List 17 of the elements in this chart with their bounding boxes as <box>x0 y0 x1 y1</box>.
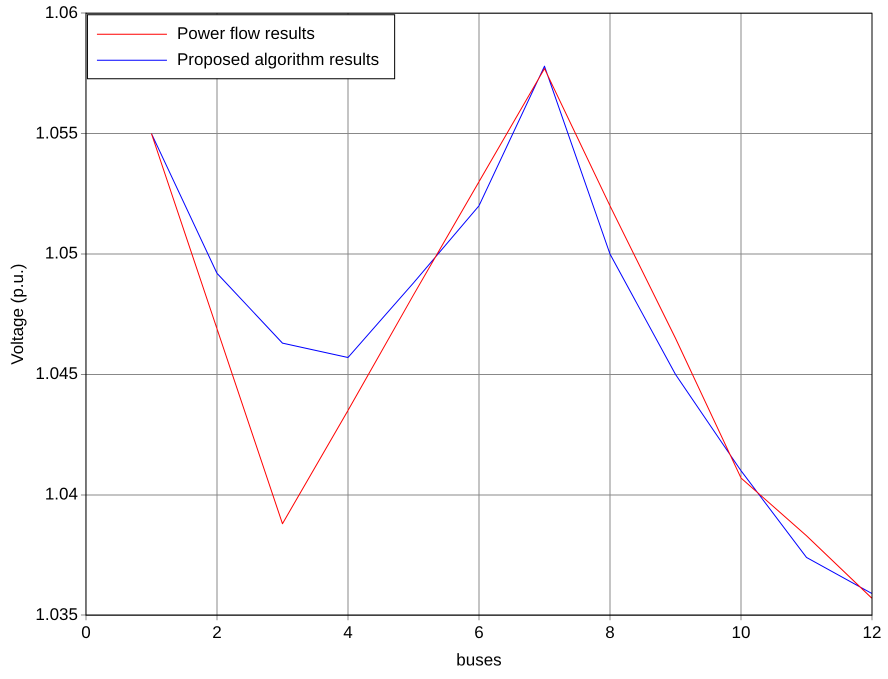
y-axis-title: Voltage (p.u.) <box>8 264 27 365</box>
x-axis-title: buses <box>456 650 502 670</box>
x-tick-label: 8 <box>605 623 615 642</box>
x-tick-label: 10 <box>732 623 750 642</box>
y-tick-label: 1.05 <box>44 244 78 263</box>
x-tick-label: 2 <box>212 623 222 642</box>
y-tick-label: 1.045 <box>35 364 78 384</box>
x-tick-label: 0 <box>81 623 91 642</box>
y-tick-label: 1.06 <box>44 2 78 22</box>
x-tick-label: 4 <box>343 623 353 642</box>
legend-label: Proposed algorithm results <box>176 50 380 69</box>
y-tick-label: 1.055 <box>35 123 78 142</box>
legend-label: Power flow results <box>176 24 315 43</box>
x-tick-label: 6 <box>474 623 484 642</box>
y-tick-label: 1.035 <box>35 604 78 624</box>
y-tick-label: 1.04 <box>44 484 78 504</box>
x-tick-label: 12 <box>862 623 882 642</box>
